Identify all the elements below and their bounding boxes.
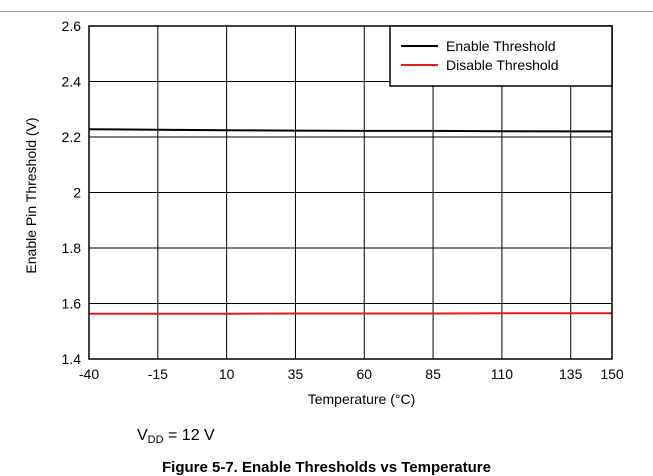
- y-tick-label-6: 2.6: [62, 18, 82, 34]
- legend: Enable Threshold Disable Threshold: [389, 25, 613, 87]
- legend-label-1: Disable Threshold: [446, 57, 559, 73]
- y-axis-label: Enable Pin Threshold (V): [23, 117, 39, 273]
- figure-caption: Figure 5-7. Enable Thresholds vs Tempera…: [162, 459, 491, 476]
- series-layer: [88, 128, 612, 315]
- y-tick-label-1: 1.6: [62, 296, 82, 312]
- y-tick-label-0: 1.4: [62, 351, 82, 367]
- y-tick-label-3: 2: [73, 185, 81, 201]
- page-top-rule: [0, 11, 653, 12]
- ticks-layer: -40 -15 10 35 60 85 110 135 150 1.4 1.6 1.8 2 2.2 2.4 2…: [62, 18, 624, 382]
- condition-symbol: V: [137, 427, 148, 444]
- plot-frame: [88, 25, 613, 360]
- y-tick-label-4: 2.2: [62, 129, 82, 145]
- x-tick-label-7: 135: [559, 366, 583, 382]
- condition-value: = 12 V: [163, 427, 215, 444]
- threshold-chart: -40 -15 10 35 60 85 110 135 150 1.4 1.6 1.8 2 2.2 2.4 2…: [23, 18, 624, 407]
- test-condition: VDD = 12 V: [137, 427, 215, 446]
- x-tick-label-3: 35: [288, 366, 304, 382]
- series-line-1: [89, 312, 612, 315]
- y-tick-label-5: 2.4: [62, 74, 82, 90]
- x-tick-label-6: 110: [491, 366, 514, 382]
- x-tick-label-5: 85: [425, 366, 441, 382]
- x-axis-label: Temperature (°C): [308, 391, 416, 407]
- x-tick-label-4: 60: [356, 366, 372, 382]
- legend-label-0: Enable Threshold: [446, 38, 555, 54]
- x-tick-label-8: 150: [600, 366, 624, 382]
- x-tick-label-2: 10: [219, 366, 235, 382]
- series-line-0: [88, 128, 612, 133]
- legend-box: [389, 25, 613, 87]
- y-tick-label-2: 1.8: [62, 240, 82, 256]
- x-tick-label-0: -40: [79, 366, 99, 382]
- condition-subscript: DD: [147, 434, 164, 446]
- x-tick-label-1: -15: [148, 366, 168, 382]
